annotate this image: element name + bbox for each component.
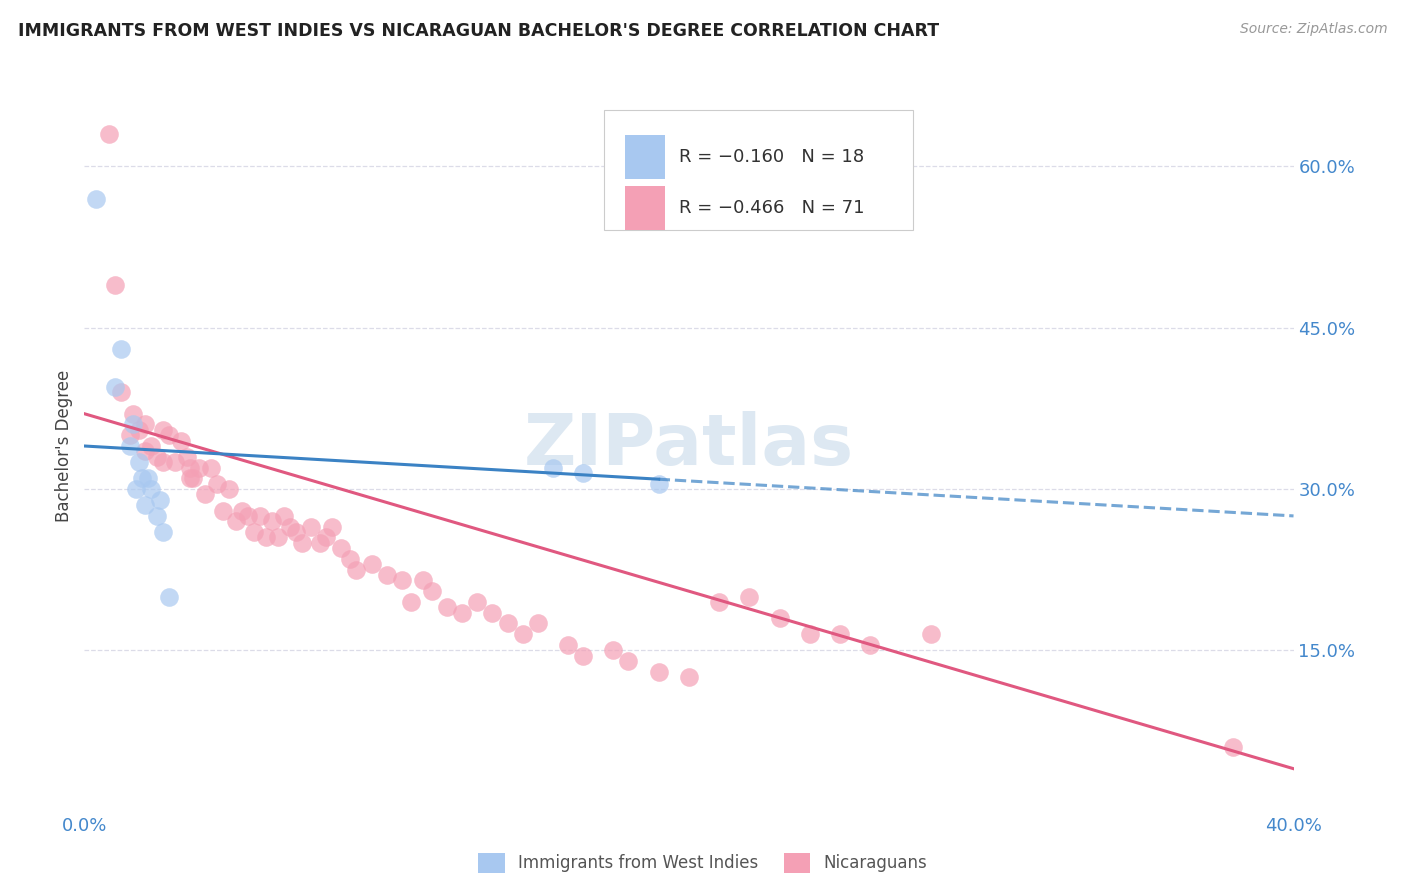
- Point: [152, 423, 174, 437]
- Text: ZIPatlas: ZIPatlas: [524, 411, 853, 481]
- Point: [360, 558, 382, 572]
- Point: [830, 627, 852, 641]
- Point: [218, 482, 240, 496]
- FancyBboxPatch shape: [624, 186, 665, 230]
- Point: [291, 536, 314, 550]
- Point: [110, 385, 132, 400]
- Point: [299, 519, 322, 533]
- Point: [179, 471, 201, 485]
- Point: [242, 524, 264, 539]
- FancyBboxPatch shape: [624, 135, 665, 179]
- Point: [134, 498, 156, 512]
- Point: [315, 530, 337, 544]
- Point: [527, 616, 550, 631]
- Point: [321, 519, 343, 533]
- Point: [496, 616, 519, 631]
- Point: [134, 417, 156, 432]
- Point: [346, 563, 368, 577]
- Point: [709, 595, 731, 609]
- Point: [139, 482, 162, 496]
- Point: [131, 471, 153, 485]
- Point: [97, 127, 120, 141]
- Point: [309, 536, 332, 550]
- Point: [260, 514, 283, 528]
- Point: [330, 541, 353, 556]
- Point: [391, 574, 413, 588]
- Point: [188, 460, 211, 475]
- Point: [236, 508, 259, 523]
- Text: R = −0.160   N = 18: R = −0.160 N = 18: [679, 148, 865, 166]
- Point: [541, 460, 564, 475]
- Point: [648, 665, 671, 679]
- Point: [467, 595, 489, 609]
- Point: [648, 476, 671, 491]
- Text: IMMIGRANTS FROM WEST INDIES VS NICARAGUAN BACHELOR'S DEGREE CORRELATION CHART: IMMIGRANTS FROM WEST INDIES VS NICARAGUA…: [18, 22, 939, 40]
- Point: [225, 514, 247, 528]
- Point: [125, 482, 148, 496]
- Point: [121, 417, 143, 432]
- Point: [104, 277, 127, 292]
- Point: [738, 590, 761, 604]
- Point: [157, 590, 180, 604]
- Point: [420, 584, 443, 599]
- Point: [146, 450, 169, 464]
- Point: [149, 492, 172, 507]
- Point: [170, 434, 193, 448]
- Point: [118, 428, 141, 442]
- Point: [179, 460, 201, 475]
- Point: [181, 471, 204, 485]
- Point: [412, 574, 434, 588]
- Point: [451, 606, 474, 620]
- Point: [436, 600, 458, 615]
- Point: [176, 450, 198, 464]
- Point: [110, 342, 132, 356]
- Point: [617, 654, 640, 668]
- Point: [194, 487, 217, 501]
- Y-axis label: Bachelor's Degree: Bachelor's Degree: [55, 370, 73, 522]
- Point: [602, 643, 624, 657]
- Point: [207, 476, 229, 491]
- Point: [104, 380, 127, 394]
- Point: [136, 471, 159, 485]
- Point: [157, 428, 180, 442]
- Text: R = −0.466   N = 71: R = −0.466 N = 71: [679, 199, 865, 218]
- Point: [920, 627, 942, 641]
- Point: [1222, 740, 1244, 755]
- Point: [118, 439, 141, 453]
- Point: [512, 627, 534, 641]
- Point: [399, 595, 422, 609]
- Point: [165, 455, 187, 469]
- Point: [557, 638, 579, 652]
- Point: [273, 508, 295, 523]
- Point: [339, 552, 361, 566]
- Point: [134, 444, 156, 458]
- Point: [121, 407, 143, 421]
- Point: [799, 627, 821, 641]
- Point: [200, 460, 222, 475]
- Point: [572, 466, 595, 480]
- Point: [572, 648, 595, 663]
- Point: [678, 670, 700, 684]
- Point: [128, 455, 150, 469]
- Point: [285, 524, 308, 539]
- Point: [249, 508, 271, 523]
- Point: [231, 503, 253, 517]
- Point: [139, 439, 162, 453]
- Point: [212, 503, 235, 517]
- Point: [481, 606, 503, 620]
- Point: [859, 638, 882, 652]
- Point: [152, 455, 174, 469]
- Point: [267, 530, 290, 544]
- Text: Source: ZipAtlas.com: Source: ZipAtlas.com: [1240, 22, 1388, 37]
- Point: [254, 530, 277, 544]
- Point: [278, 519, 301, 533]
- Point: [146, 508, 169, 523]
- FancyBboxPatch shape: [605, 110, 912, 230]
- Point: [86, 192, 108, 206]
- Legend: Immigrants from West Indies, Nicaraguans: Immigrants from West Indies, Nicaraguans: [472, 847, 934, 880]
- Point: [152, 524, 174, 539]
- Point: [375, 568, 398, 582]
- Point: [128, 423, 150, 437]
- Point: [769, 611, 792, 625]
